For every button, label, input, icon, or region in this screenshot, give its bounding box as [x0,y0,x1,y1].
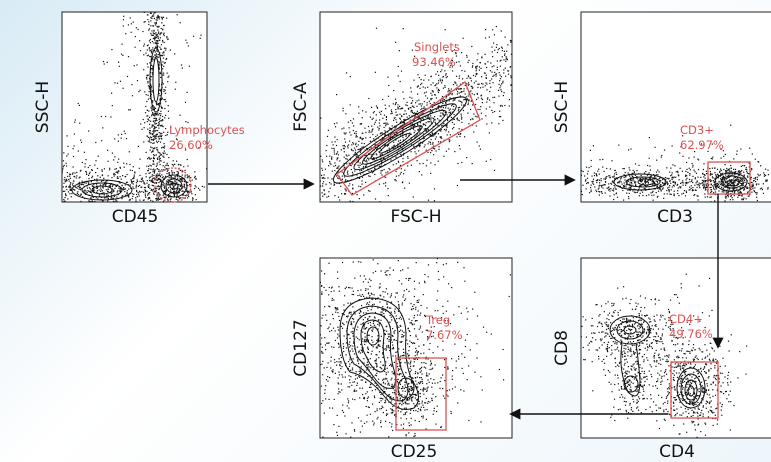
gate-label-percent: 49.76% [669,327,713,341]
density-plot [62,12,207,202]
plot-panel-fsc: Singlets 93.46% FSC-H FSC-A [291,11,513,227]
plot-panel-cd45: Lymphocytes 26.60% CD45 SSC-H [33,11,245,227]
gate-treg [395,357,447,431]
gate-label-name: CD3+ [680,123,714,137]
contour-lines [71,47,188,201]
plot-frame [580,257,771,439]
plot-frame [580,11,771,203]
gate-label-percent: 26.60% [169,138,213,152]
x-axis-label: CD3 [657,207,693,227]
density-plot [320,25,512,202]
contour-lines [613,172,748,192]
y-axis-label: SSC-H [33,81,53,133]
contour-lines [609,315,706,409]
gate-label-name: CD4+ [669,312,703,326]
contour-lines [332,96,468,184]
gate-singlets [336,80,481,196]
y-axis-label: CD8 [552,330,572,366]
flow-arrows [208,174,724,420]
gate-cd4-positive [670,361,719,419]
gate-label-percent: 7.67% [426,328,463,342]
plot-frame [319,11,513,203]
gate-label-name: Treg [425,313,450,327]
gate-label-name: Singlets [414,40,460,54]
gate-cd3-positive [707,161,751,195]
gate-label-percent: 93.46% [412,55,456,69]
x-axis-label: FSC-H [390,207,441,227]
plot-panel-cd4: CD4+ 49.76% CD4 CD8 [552,257,771,462]
x-axis-label: CD25 [391,442,438,462]
y-axis-label: FSC-A [291,82,311,132]
density-plot [581,124,769,202]
gate-label-percent: 62.97% [680,138,724,152]
scatter-dots [320,25,512,202]
gate-lymphocytes [154,167,192,203]
y-axis-label: SSC-H [552,81,572,133]
y-axis-label: CD127 [291,319,311,376]
x-axis-label: CD45 [112,207,159,227]
plot-panel-cd3: CD3+ 62.97% CD3 SSC-H [552,11,771,227]
gate-label-name: Lymphocytes [169,123,245,137]
scatter-dots [320,258,511,438]
x-axis-label: CD4 [659,442,695,462]
plot-panel-cd25: Treg 7.67% CD25 CD127 [291,257,513,462]
